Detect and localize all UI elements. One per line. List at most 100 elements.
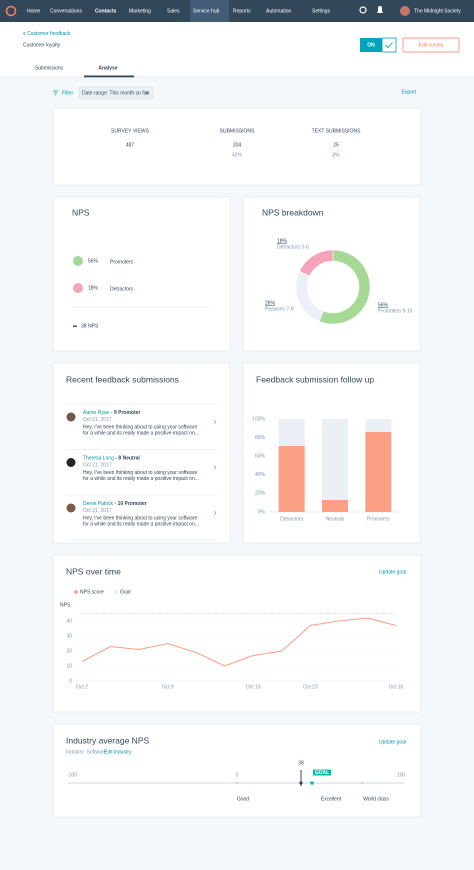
- industry-marker-value: 38: [298, 760, 304, 766]
- legend-label: NPS score: [80, 589, 104, 595]
- chevron[interactable]: [213, 510, 217, 516]
- bar-segment: [278, 419, 305, 446]
- card-title: Feedback submission follow up: [256, 374, 374, 384]
- goal-badge: [313, 769, 331, 776]
- breakdown-card: [242, 196, 421, 352]
- feedback-name: Aaron Ryan: [83, 410, 110, 416]
- feedback-name: Theresa Long: [83, 456, 114, 462]
- y-tick-label: 80%: [255, 435, 266, 441]
- bar-segment: [365, 419, 392, 433]
- search-icon[interactable]: [359, 6, 367, 14]
- edit-button[interactable]: [402, 37, 460, 53]
- x-tick-label: Detractors: [280, 516, 304, 522]
- x-tick-label: Neutrals: [326, 516, 345, 522]
- export-link[interactable]: Export: [402, 89, 417, 95]
- chevron[interactable]: [213, 419, 217, 425]
- update-goal[interactable]: Update goal: [379, 739, 406, 745]
- nav-item[interactable]: Conversations: [50, 8, 82, 14]
- card-title: Industry average NPS: [66, 735, 149, 745]
- y-tick-label: 40: [66, 618, 72, 624]
- chevron[interactable]: [213, 465, 217, 470]
- nps-time-card: [52, 554, 422, 713]
- y-axis-title: NPS: [60, 602, 71, 608]
- nav-item[interactable]: Service hub: [193, 8, 220, 14]
- bar-segment: [322, 419, 348, 500]
- detractor-icon: [73, 283, 83, 293]
- filter-chip[interactable]: [78, 86, 154, 100]
- y-tick-label: 60%: [255, 454, 266, 460]
- tab-indicator: [84, 75, 134, 78]
- y-tick-label: 100%: [252, 416, 265, 422]
- account-name[interactable]: The Midnight Society: [414, 8, 461, 14]
- avatar[interactable]: [400, 6, 410, 16]
- y-tick-label: 0%: [258, 509, 266, 515]
- band-label: Good: [237, 796, 249, 802]
- slice-value-label: 56%: [378, 302, 389, 308]
- y-tick-label: 10: [66, 663, 72, 669]
- toggle-check[interactable]: [381, 37, 397, 53]
- goal-badge-label: GOAL: [315, 770, 329, 776]
- filter-chip-label: Date range: This month so far: [82, 90, 148, 96]
- legend-marker: [114, 590, 118, 594]
- update-goal[interactable]: Update goal: [379, 569, 406, 575]
- trend-icon: [73, 325, 77, 327]
- feedback-score: - 10 Promoter: [115, 501, 147, 507]
- nav-bar: Home Conversations Contacts Marketing Sa…: [0, 0, 474, 22]
- nav-item[interactable]: Marketing: [129, 8, 151, 14]
- feedback-text: Hey, I've been thinking about to using y…: [83, 515, 197, 521]
- feedback-text: Hey, I've been thinking about to using y…: [83, 424, 197, 430]
- nav-item[interactable]: Home: [27, 8, 41, 14]
- x-tick-label: Oct 2: [76, 684, 88, 690]
- bell-icon[interactable]: [377, 6, 383, 13]
- feedback-card: [52, 362, 231, 544]
- nav-item[interactable]: Sales: [167, 8, 180, 14]
- feedback-text: for a while and its really made a positi…: [83, 521, 199, 527]
- y-tick-label: 30: [66, 633, 72, 639]
- scale-label: 100: [397, 772, 406, 778]
- card-title: NPS: [72, 207, 90, 217]
- toggle[interactable]: [360, 38, 382, 52]
- industry-card: [52, 723, 422, 818]
- card-title: NPS breakdown: [262, 207, 324, 217]
- tab[interactable]: Submissions: [35, 65, 64, 71]
- filter-link[interactable]: Filter: [62, 90, 73, 96]
- breadcrumb[interactable]: Customer feedback: [27, 31, 71, 37]
- nav-item[interactable]: Contacts: [95, 8, 117, 14]
- stat-value: 25: [333, 142, 339, 148]
- industry-marker-dot: [299, 781, 303, 785]
- toggle-label[interactable]: ON: [367, 42, 375, 48]
- stats-card: [52, 107, 422, 186]
- stat-sub: 42%: [232, 152, 243, 158]
- slice-value-label: 26%: [265, 300, 276, 306]
- legend-marker: [74, 590, 78, 594]
- series-line: [81, 617, 397, 667]
- logo[interactable]: [5, 5, 17, 17]
- nav-item[interactable]: Reports: [233, 8, 251, 14]
- nav-item[interactable]: Settings: [312, 8, 331, 14]
- promoters-value: 56%: [88, 258, 99, 264]
- scale-dot: [360, 781, 364, 785]
- stat-label: TEXT SUBMISSIONS: [312, 128, 361, 134]
- nps-card: [52, 196, 231, 352]
- y-tick-label: 20%: [255, 491, 266, 497]
- chip-close[interactable]: [145, 91, 150, 95]
- tab-active[interactable]: Analyse: [98, 65, 117, 71]
- feedback-text: for a while and its really made a positi…: [83, 430, 199, 436]
- nav-item[interactable]: Automation: [266, 8, 292, 14]
- x-tick-label: Oct 30: [389, 684, 404, 690]
- feedback-header: Theresa Long - 8 Neutral: [83, 456, 140, 462]
- back-icon[interactable]: [23, 31, 26, 36]
- check-icon: [385, 42, 393, 49]
- stat-value: 487: [126, 142, 135, 148]
- edit-button-label[interactable]: Edit survey: [419, 42, 444, 48]
- feedback-name: Derek Patrick: [83, 501, 114, 507]
- edit-industry[interactable]: Edit industry: [104, 749, 132, 755]
- feedback-score: - 9 Promoter: [111, 410, 141, 416]
- scale-label: 0: [236, 772, 239, 778]
- card-title: NPS over time: [66, 566, 121, 576]
- x-tick-label: Oct 9: [162, 684, 174, 690]
- y-tick-label: 0: [69, 678, 72, 684]
- feedback-header: Aaron Ryan - 9 Promoter: [83, 410, 140, 416]
- x-tick-label: Oct 23: [303, 684, 318, 690]
